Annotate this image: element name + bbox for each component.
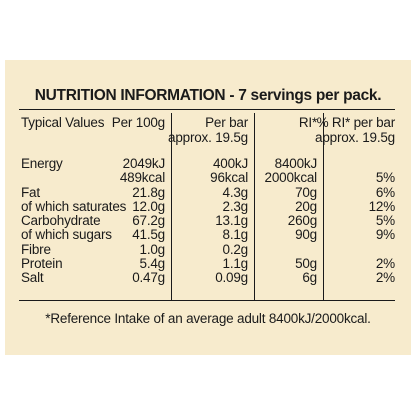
value-ri: 90g (295, 227, 317, 242)
column-divider-1 (171, 113, 172, 300)
nutrition-label: NUTRITION INFORMATION - 7 servings per p… (5, 60, 411, 355)
value-per-bar: 0.09g (215, 270, 248, 285)
nutrient-name: of which sugars (21, 227, 112, 242)
value-per-100g: 12.0g (132, 199, 165, 214)
value-per-100g: 2049kJ (122, 156, 166, 171)
value-per-100g: 5.4g (139, 256, 166, 271)
value-pct-ri: 5% (375, 213, 395, 228)
value-per-100g: 489kcal (119, 170, 165, 185)
value-per-bar: 96kcal (210, 170, 248, 185)
value-per-100g: 21.8g (132, 185, 165, 200)
value-per-100g: 67.2g (132, 213, 165, 228)
header-pct-ri-weight: approx. 19.5g (315, 130, 395, 145)
label-title: NUTRITION INFORMATION - 7 servings per p… (34, 87, 382, 104)
value-pct-ri: 12% (368, 199, 396, 214)
nutrient-name: Fibre (21, 242, 51, 257)
header-ri: RI* (298, 115, 317, 130)
value-per-100g: 1.0g (139, 242, 166, 257)
nutrient-name: Protein (21, 256, 63, 271)
value-ri: 20g (295, 199, 317, 214)
value-ri: 50g (295, 256, 317, 271)
value-ri: 2000kcal (264, 170, 318, 185)
value-ri: 8400kJ (274, 156, 318, 171)
value-per-bar: 4.3g (222, 185, 249, 200)
footnote: *Reference Intake of an average adult 84… (45, 311, 371, 326)
nutrient-name: Carbohydrate (21, 213, 101, 228)
value-per-bar: 2.3g (222, 199, 249, 214)
value-per-bar: 400kJ (212, 156, 248, 171)
value-pct-ri: 2% (375, 270, 395, 285)
value-per-bar: 1.1g (222, 256, 249, 271)
header-per-bar: Per bar (205, 115, 248, 130)
header-pct-ri: % RI* per bar (316, 115, 396, 130)
value-ri: 260g (287, 213, 317, 228)
value-per-100g: 0.47g (132, 270, 165, 285)
header-typical-values: Typical Values (21, 115, 105, 130)
bottom-rule (19, 300, 395, 301)
column-divider-3 (323, 113, 324, 300)
nutrient-name: Energy (21, 156, 63, 171)
column-divider-2 (254, 113, 255, 300)
value-per-bar: 13.1g (215, 213, 248, 228)
header-per-bar-weight: approx. 19.5g (168, 130, 248, 145)
value-per-bar: 0.2g (222, 242, 249, 257)
value-pct-ri: 2% (375, 256, 395, 271)
nutrient-name: Salt (21, 270, 44, 285)
value-ri: 6g (302, 270, 317, 285)
value-pct-ri: 6% (375, 185, 395, 200)
value-per-100g: 41.5g (132, 227, 165, 242)
value-pct-ri: 9% (375, 227, 395, 242)
value-ri: 70g (295, 185, 317, 200)
nutrient-name: Fat (21, 185, 40, 200)
nutrient-name: of which saturates (21, 199, 127, 214)
header-per-100g: Per 100g (111, 115, 165, 130)
value-pct-ri: 5% (375, 170, 395, 185)
value-per-bar: 8.1g (222, 227, 249, 242)
top-rule (19, 109, 395, 110)
